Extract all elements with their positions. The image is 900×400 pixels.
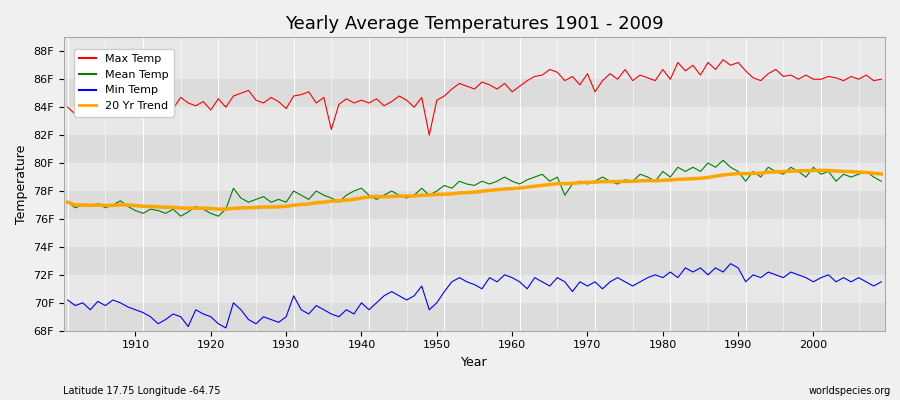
Bar [64, 79, 885, 107]
Bar [64, 303, 885, 331]
Y-axis label: Temperature: Temperature [15, 144, 28, 224]
Text: worldspecies.org: worldspecies.org [809, 386, 891, 396]
Bar [64, 163, 885, 191]
X-axis label: Year: Year [461, 356, 488, 369]
Text: Latitude 17.75 Longitude -64.75: Latitude 17.75 Longitude -64.75 [63, 386, 220, 396]
Bar [64, 107, 885, 135]
Title: Yearly Average Temperatures 1901 - 2009: Yearly Average Temperatures 1901 - 2009 [285, 15, 664, 33]
Bar [64, 247, 885, 275]
Bar [64, 219, 885, 247]
Bar [64, 275, 885, 303]
Bar [64, 191, 885, 219]
Bar [64, 135, 885, 163]
Bar [64, 51, 885, 79]
Legend: Max Temp, Mean Temp, Min Temp, 20 Yr Trend: Max Temp, Mean Temp, Min Temp, 20 Yr Tre… [74, 49, 174, 116]
